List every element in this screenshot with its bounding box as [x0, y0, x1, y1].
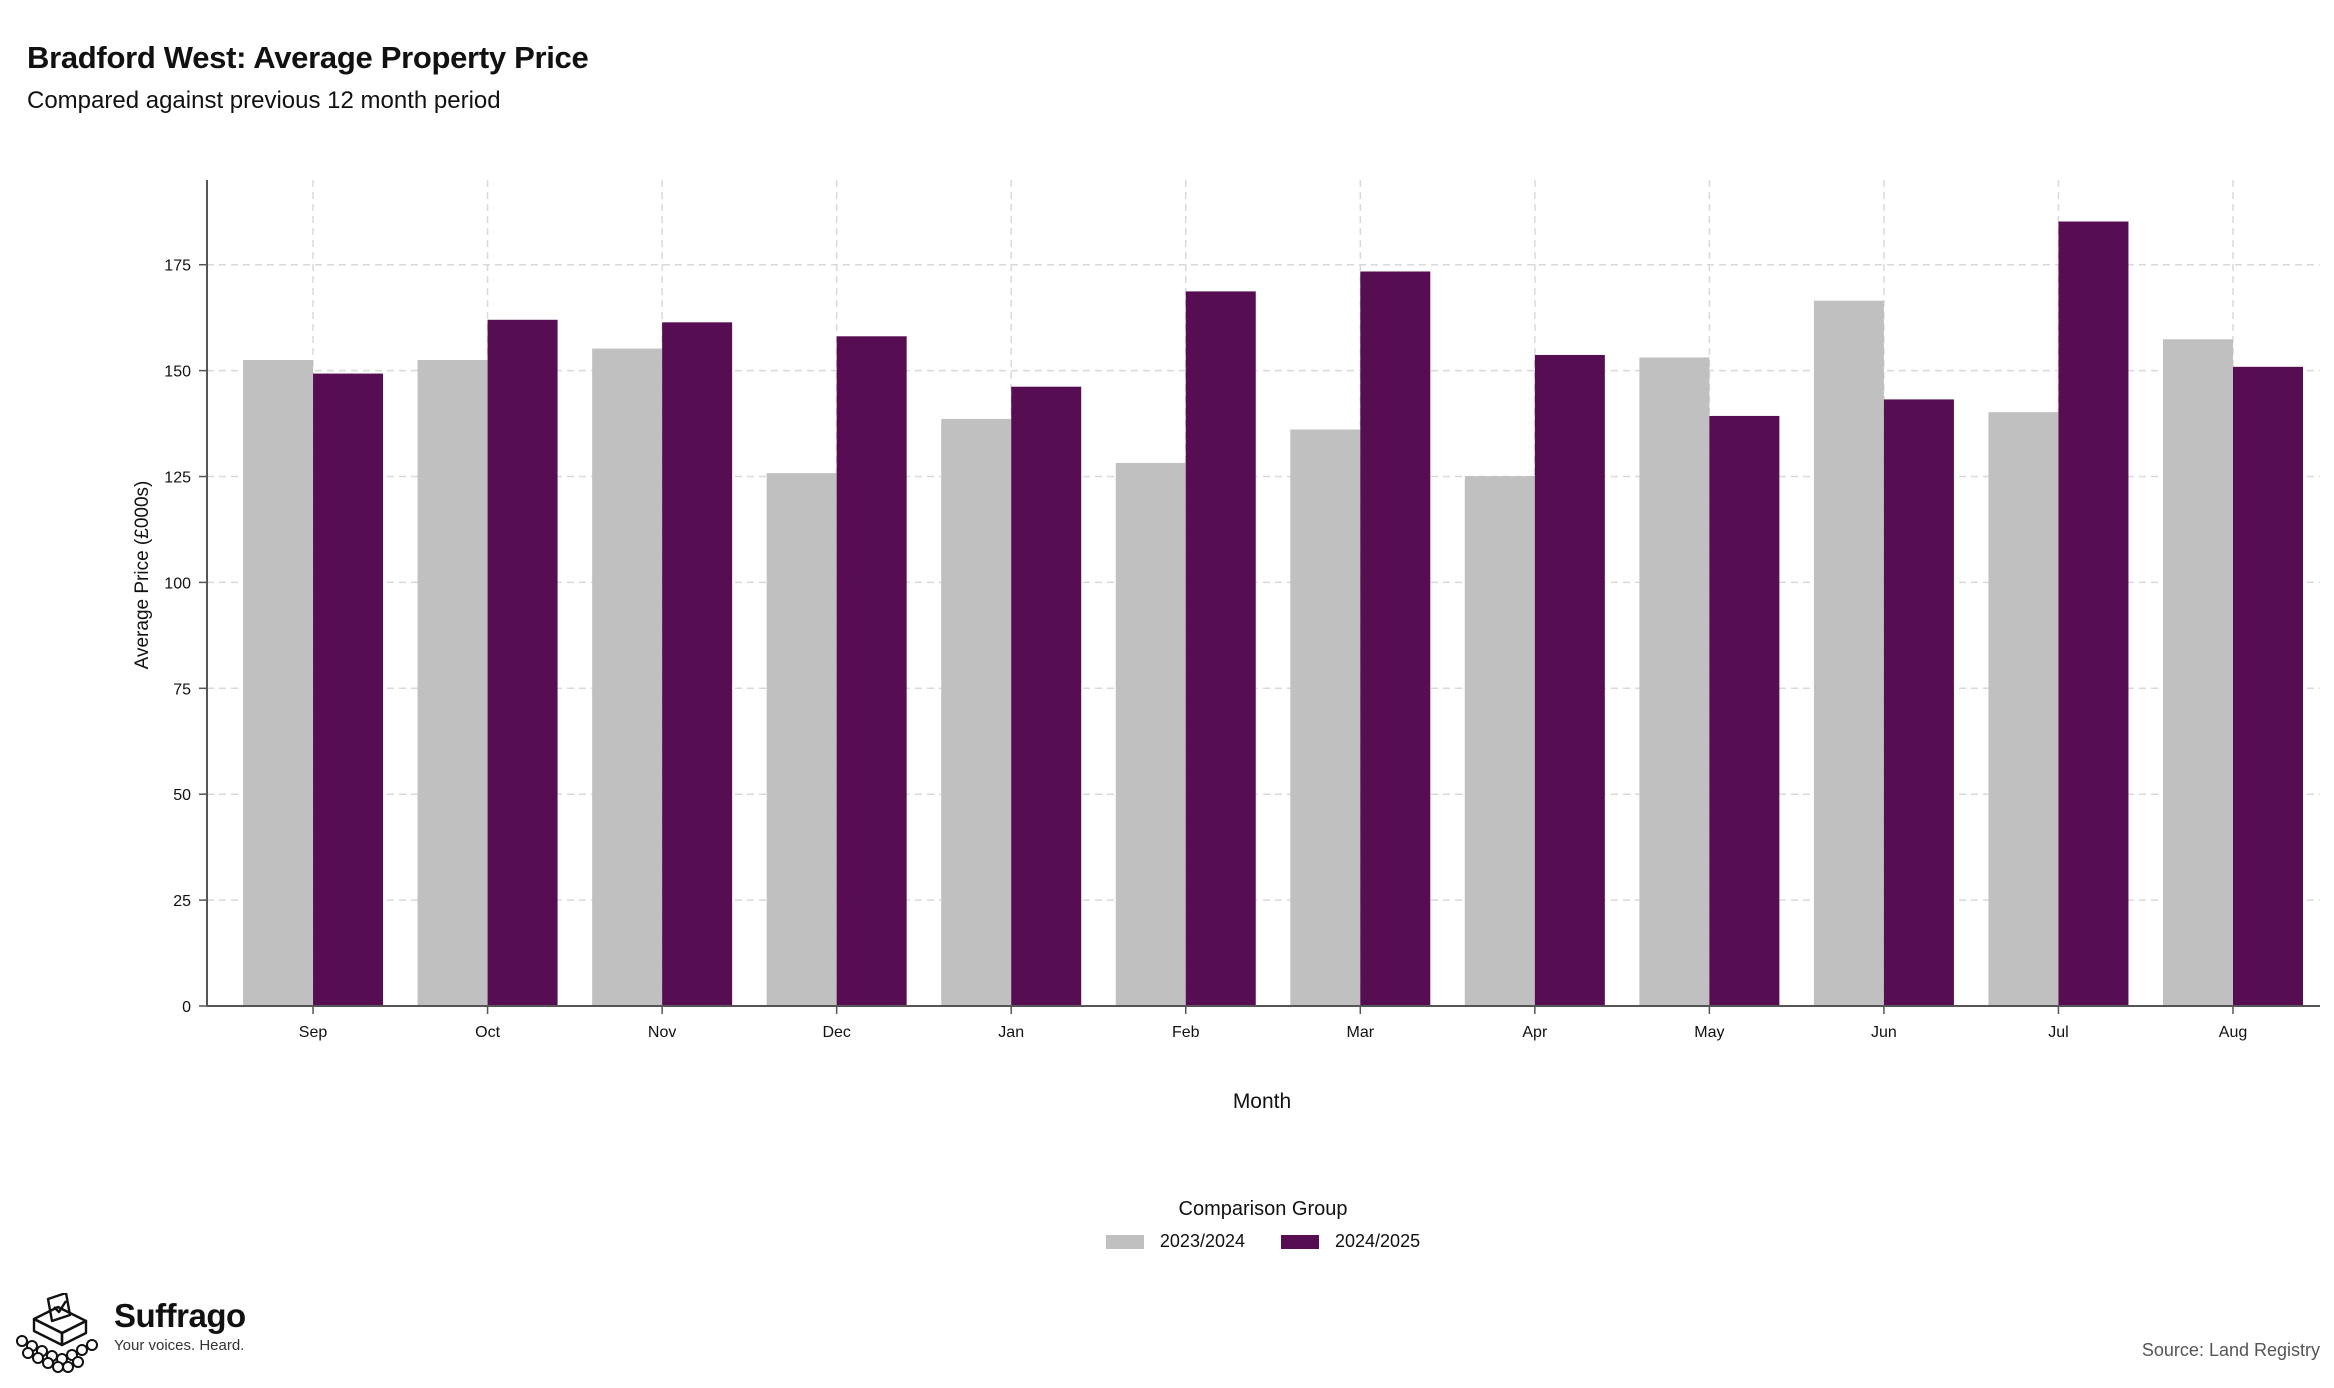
- x-tick-label: Sep: [299, 1024, 328, 1041]
- bar-2023-2024-jan: [941, 418, 1012, 1006]
- x-tick-label: Jan: [998, 1024, 1024, 1041]
- bar-2024-2025-mar: [1360, 271, 1431, 1007]
- legend-swatch: [1105, 1234, 1144, 1249]
- bar-2023-2024-apr: [1464, 476, 1535, 1006]
- bar-2023-2024-oct: [417, 360, 488, 1006]
- bar-2024-2025-oct: [487, 319, 558, 1006]
- bar-2024-2025-feb: [1185, 291, 1256, 1006]
- bar-2023-2024-sep: [243, 360, 314, 1006]
- x-tick-label: May: [1694, 1024, 1724, 1041]
- bar-2023-2024-nov: [592, 348, 663, 1006]
- bar-2024-2025-jan: [1011, 386, 1082, 1006]
- brand-name: Suffrago: [114, 1297, 246, 1334]
- x-tick-label: Dec: [822, 1024, 850, 1041]
- legend-item-2024-2025: 2024/2025: [1281, 1231, 1420, 1252]
- y-tick-label: 75: [173, 681, 191, 698]
- legend-label: 2024/2025: [1335, 1231, 1421, 1251]
- bar-2024-2025-nov: [662, 322, 733, 1006]
- bar-2023-2024-mar: [1290, 429, 1361, 1006]
- bar-2023-2024-may: [1639, 357, 1710, 1006]
- ballot-box-icon: [16, 1293, 98, 1373]
- y-tick-label: 0: [182, 999, 191, 1016]
- x-tick-label: Jul: [2048, 1024, 2068, 1041]
- bar-2023-2024-jul: [1988, 412, 2059, 1006]
- bar-2024-2025-may: [1709, 415, 1780, 1007]
- bar-2023-2024-jun: [1813, 300, 1884, 1006]
- axis-layer: 0 25 50 75 100 125 150 175 Sep Oct Nov Dec Jan Feb Mar…: [164, 180, 2320, 1041]
- legend: Comparison Group 2023/2024 2024/2025: [0, 1198, 2334, 1252]
- brand-logo: Suffrago Your voices. Heard.: [14, 1293, 246, 1373]
- legend-items: 2023/2024 2024/2025: [0, 1231, 2334, 1252]
- bar-2024-2025-dec: [836, 336, 907, 1006]
- brand-tagline: Your voices. Heard.: [114, 1337, 245, 1354]
- bar-2023-2024-dec: [766, 473, 837, 1006]
- x-tick-label: Feb: [1172, 1024, 1200, 1041]
- x-tick-label: Apr: [1522, 1024, 1548, 1041]
- bar-2024-2025-jun: [1883, 399, 1954, 1006]
- y-tick-label: 125: [164, 470, 191, 487]
- x-axis-label: Month: [1233, 1090, 1291, 1113]
- bar-2024-2025-jul: [2058, 221, 2129, 1007]
- bar-chart: 0 25 50 75 100 125 150 175 Sep Oct Nov Dec Jan Feb Mar…: [132, 180, 2320, 1113]
- y-tick-label: 100: [164, 575, 191, 592]
- x-tick-label: Oct: [475, 1024, 500, 1041]
- chart-subtitle: Compared against previous 12 month perio…: [27, 87, 501, 114]
- legend-item-2023-2024: 2023/2024: [1105, 1231, 1245, 1252]
- bar-2024-2025-sep: [313, 373, 384, 1006]
- source-note: Source: Land Registry: [2141, 1340, 2320, 1360]
- legend-swatch: [1281, 1234, 1319, 1249]
- y-tick-label: 25: [173, 893, 191, 910]
- chart-title: Bradford West: Average Property Price: [27, 40, 589, 75]
- legend-title: Comparison Group: [1178, 1198, 1348, 1220]
- y-tick-label: 175: [164, 258, 191, 275]
- x-tick-label: Aug: [2219, 1024, 2247, 1041]
- bar-2024-2025-aug: [2233, 366, 2303, 1006]
- y-tick-label: 150: [164, 364, 191, 381]
- x-tick-label: Nov: [648, 1024, 676, 1041]
- y-tick-label: 50: [173, 787, 191, 804]
- legend-label: 2023/2024: [1159, 1231, 1245, 1251]
- x-tick-label: Mar: [1347, 1024, 1375, 1041]
- bar-2024-2025-apr: [1534, 354, 1605, 1006]
- x-tick-label: Jun: [1871, 1024, 1897, 1041]
- y-axis-label: Average Price (£000s): [132, 481, 153, 670]
- bar-2023-2024-aug: [2163, 339, 2233, 1006]
- bar-2023-2024-feb: [1115, 462, 1186, 1006]
- bars-layer: [243, 221, 2303, 1007]
